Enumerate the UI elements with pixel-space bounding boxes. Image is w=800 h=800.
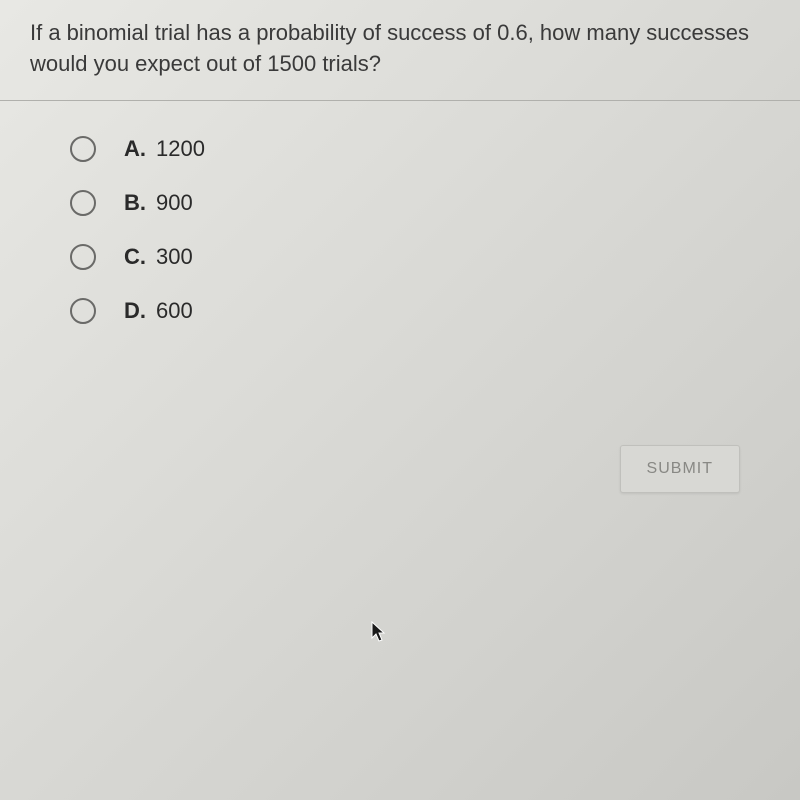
option-letter-a: A. [124, 136, 146, 162]
cursor-icon [370, 620, 388, 649]
radio-button-a[interactable] [70, 136, 96, 162]
radio-button-c[interactable] [70, 244, 96, 270]
options-container: A. 1200 B. 900 C. 300 D. 600 [0, 101, 800, 382]
option-a[interactable]: A. 1200 [70, 136, 770, 162]
question-text: If a binomial trial has a probability of… [0, 0, 800, 101]
option-letter-c: C. [124, 244, 146, 270]
option-value-b: 900 [156, 190, 193, 216]
option-c[interactable]: C. 300 [70, 244, 770, 270]
option-value-c: 300 [156, 244, 193, 270]
option-d[interactable]: D. 600 [70, 298, 770, 324]
option-value-d: 600 [156, 298, 193, 324]
option-b[interactable]: B. 900 [70, 190, 770, 216]
option-letter-d: D. [124, 298, 146, 324]
option-value-a: 1200 [156, 136, 205, 162]
radio-button-b[interactable] [70, 190, 96, 216]
option-letter-b: B. [124, 190, 146, 216]
radio-button-d[interactable] [70, 298, 96, 324]
submit-container: SUBMIT [620, 445, 740, 493]
submit-button[interactable]: SUBMIT [620, 445, 740, 493]
